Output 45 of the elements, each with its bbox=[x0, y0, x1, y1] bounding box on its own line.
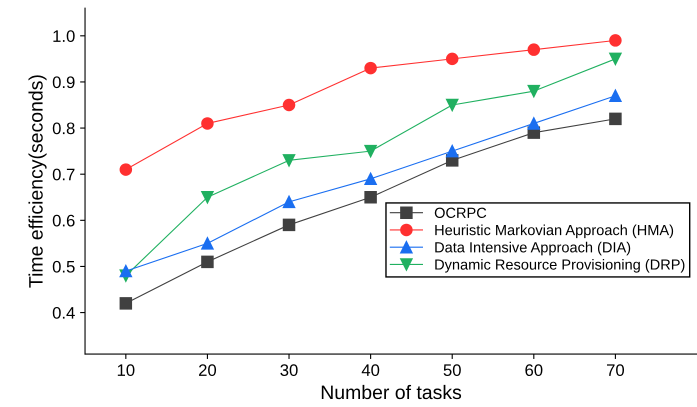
point bbox=[282, 154, 296, 167]
point bbox=[120, 163, 132, 176]
point bbox=[201, 117, 214, 130]
y-tick-label: 0.5 bbox=[52, 260, 75, 273]
legend-label: OCRPC bbox=[434, 208, 486, 218]
point bbox=[609, 34, 622, 47]
point bbox=[528, 84, 540, 98]
point bbox=[609, 52, 622, 66]
x-axis-title: Number of tasks bbox=[322, 384, 462, 400]
y-tick-label: 0.7 bbox=[52, 168, 74, 180]
legend-label: Data Intensive Approach (DIA) bbox=[435, 242, 630, 256]
point bbox=[364, 191, 377, 204]
point bbox=[528, 43, 540, 56]
point bbox=[201, 191, 214, 204]
y-tick-label: 0.4 bbox=[52, 306, 75, 319]
point bbox=[282, 196, 296, 208]
point bbox=[201, 256, 214, 268]
point bbox=[364, 144, 377, 158]
x-tick-label: 60 bbox=[525, 364, 542, 376]
legend-label: Heuristic Markovian Approach (HMA) bbox=[435, 224, 674, 238]
x-tick-label: 50 bbox=[444, 364, 461, 376]
point bbox=[528, 117, 540, 130]
y-tick-label: 1.0 bbox=[53, 30, 75, 42]
y-tick-label: 0.9 bbox=[52, 76, 75, 88]
point bbox=[446, 144, 458, 158]
y-tick-label: 0.6 bbox=[52, 214, 75, 227]
legend-label: Dynamic Resource Provisioning (DRP) bbox=[435, 258, 684, 273]
point bbox=[609, 112, 622, 126]
point bbox=[120, 297, 132, 310]
point bbox=[364, 62, 377, 74]
x-tick-label: 20 bbox=[198, 364, 216, 376]
point bbox=[364, 172, 377, 186]
x-tick-label: 70 bbox=[606, 364, 624, 376]
y-tick-label: 0.8 bbox=[52, 122, 75, 134]
point bbox=[446, 52, 458, 66]
x-tick-label: 40 bbox=[362, 364, 380, 376]
point bbox=[446, 98, 458, 112]
point bbox=[609, 90, 622, 102]
point bbox=[282, 98, 296, 112]
y-axis-title: Time efficiency(seconds) bbox=[28, 75, 47, 288]
point bbox=[282, 218, 296, 232]
x-tick-label: 30 bbox=[280, 364, 298, 376]
point bbox=[201, 237, 214, 250]
x-tick-label: 10 bbox=[118, 364, 134, 376]
point bbox=[120, 264, 132, 278]
